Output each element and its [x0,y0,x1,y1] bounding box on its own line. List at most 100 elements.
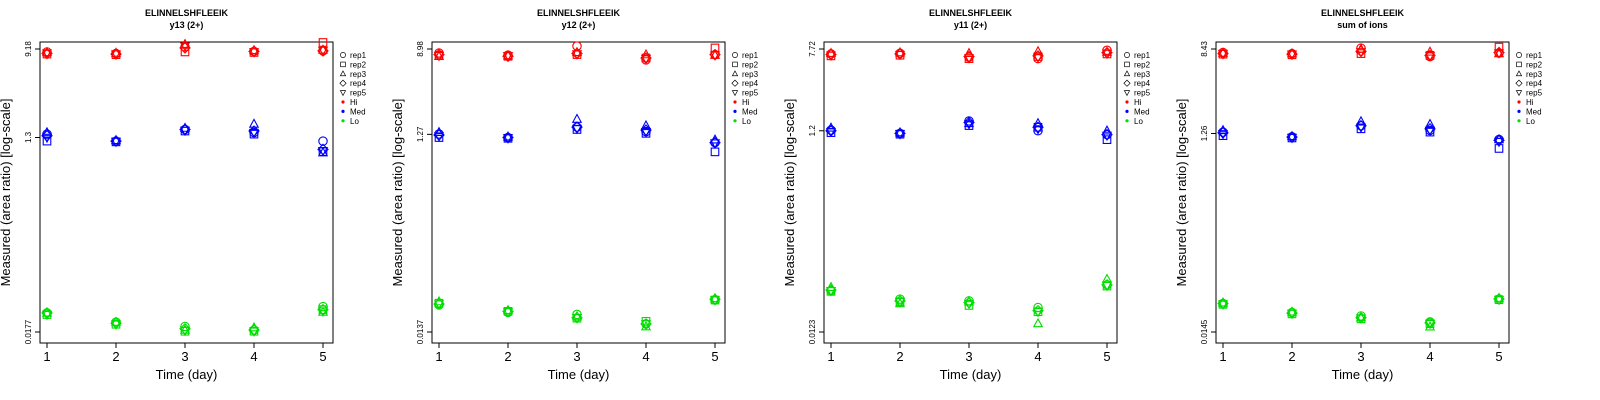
data-point [1493,49,1505,59]
plot-frame [823,41,1118,344]
data-point [894,298,906,308]
data-point [502,131,514,141]
legend-label: rep5 [350,89,367,98]
legend-marker [1515,79,1523,87]
legend-label: rep2 [742,60,759,69]
data-point [571,124,583,135]
legend-marker [1515,90,1523,97]
data-point [640,320,652,330]
data-point [1493,292,1505,302]
data-point [110,320,122,331]
legend-marker [1124,52,1130,58]
data-point [963,54,975,64]
chart-panel: ELINNELSHFLEEIK sum of ions 1 2 3 4 5 Time (day… [1174,8,1543,382]
data-point [1032,53,1044,64]
data-point [41,126,53,137]
data-point [1032,117,1044,128]
chart-subtitle: y12 (2+) [562,20,596,30]
legend-dot [733,100,737,104]
legend-dot [733,109,737,113]
x-tick-label: 1 [435,349,442,364]
y-tick-label: 1.26 [1200,125,1209,141]
legend-label: Lo [1134,117,1143,126]
data-point [963,120,975,130]
data-point [894,50,906,61]
y-tick-label: 1.2 [808,125,817,137]
data-point [894,130,906,140]
data-point [433,132,445,142]
y-tick-label: 0.0145 [1200,319,1209,344]
legend-marker [1515,70,1523,77]
x-tick-label: 1 [827,349,834,364]
chart-title: ELINNELSHFLEEIK [145,8,229,18]
data-point [41,310,53,321]
x-axis-label: Time (day) [156,367,218,382]
x-tick-label: 2 [896,349,903,364]
y-tick-label: 8.43 [1200,41,1209,57]
legend-label: rep4 [742,79,759,88]
x-tick-label: 3 [181,349,188,364]
legend-label: Hi [350,98,358,107]
data-point [502,308,514,318]
legend-label: Med [350,107,366,116]
data-point [1032,308,1044,318]
data-point [248,128,260,139]
data-point [1286,133,1298,144]
legend-label: rep3 [1134,70,1151,79]
data-point [318,136,328,146]
x-tick-label: 2 [1288,349,1295,364]
legend-marker [731,79,739,87]
data-point [502,49,514,60]
data-point [640,127,652,138]
legend-label: Med [1134,107,1150,116]
data-point [502,134,514,144]
data-point [248,48,260,58]
x-tick-label: 3 [1357,349,1364,364]
legend-label: rep3 [1526,70,1543,79]
plot-frame [39,41,334,344]
data-point [433,300,445,310]
y-tick-label: 0.0177 [24,319,33,344]
data-point [41,46,53,57]
legend-label: Hi [742,98,750,107]
legend-label: rep1 [742,51,759,60]
legend-label: rep3 [350,70,367,79]
y-tick-label: 0.0137 [416,319,425,344]
data-point [1355,115,1367,126]
data-point [179,126,191,137]
data-point [963,299,975,310]
x-tick-label: 3 [573,349,580,364]
legend-label: Med [1526,107,1542,116]
data-point [1286,50,1298,60]
data-point [640,320,652,331]
chart-subtitle: sum of ions [1337,20,1388,30]
data-point [110,134,122,145]
data-point [1217,130,1229,140]
legend-label: rep3 [742,70,759,79]
legend-dot [733,119,737,123]
data-point [963,295,975,306]
data-point [110,50,122,60]
data-point [1355,314,1367,324]
data-point [1286,306,1298,316]
data-point [571,46,583,57]
data-point [825,286,837,297]
data-point [1101,131,1113,142]
legend-label: rep4 [350,79,367,88]
data-point [248,327,260,338]
legend-dot [1125,119,1129,123]
legend-label: rep2 [350,60,367,69]
x-tick-label: 2 [112,349,119,364]
legend-label: Med [742,107,758,116]
data-point [640,48,652,59]
data-point [894,126,906,137]
legend-marker [731,90,739,97]
legend-dot [341,109,345,113]
x-tick-label: 3 [965,349,972,364]
legend-dot [1517,100,1521,104]
x-axis-label: Time (day) [548,367,610,382]
data-point [825,51,837,62]
y-tick-label: 9.18 [24,41,33,57]
